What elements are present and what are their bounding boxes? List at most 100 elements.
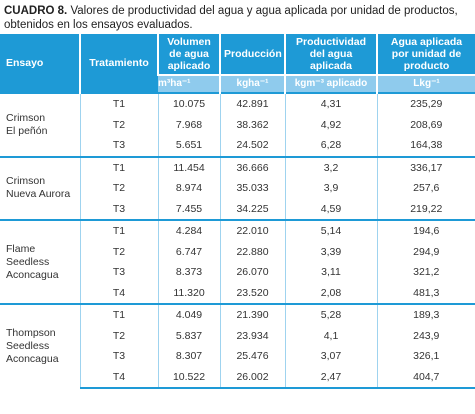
table-cell: 5.837 xyxy=(157,325,220,346)
ensayo-cell: Crimson El peñón xyxy=(0,92,80,157)
table-cell: 8.307 xyxy=(157,346,220,367)
table-cell: 10.522 xyxy=(157,366,220,389)
table-row: Crimson El peñón T1 10.075 42.891 4,31 235,29 xyxy=(0,92,475,157)
table-cell: 21.390 xyxy=(219,303,285,326)
table-cell: 11.454 xyxy=(157,155,220,178)
data-table: Ensayo Tratamiento Volumen de agua aplicad… xyxy=(0,34,475,389)
ensayo-line: Aconcagua xyxy=(6,353,59,365)
table-cell: T2 xyxy=(79,178,158,199)
table-cell: 481,3 xyxy=(376,282,475,304)
table-cell: 5,14 xyxy=(284,219,377,242)
table-cell: 194,6 xyxy=(376,219,475,242)
table-cell: T3 xyxy=(79,262,158,283)
table-row: T2 7.968 38.362 4,92 208,69 xyxy=(0,114,475,135)
table-cell: 4,31 xyxy=(284,92,377,115)
table-cell: 22.880 xyxy=(219,241,285,262)
table-cell: 35.033 xyxy=(219,178,285,199)
ensayo-cell: Flame Seedless Aconcagua xyxy=(0,219,80,304)
table-cell: 10.075 xyxy=(157,92,220,115)
ensayo-line: Thompson xyxy=(6,327,56,339)
table-cell: 3,9 xyxy=(284,178,377,199)
ensayo-cell: Thompson Seedless Aconcagua xyxy=(0,303,80,388)
table-cell: T2 xyxy=(79,114,158,135)
unit-header: kgha⁻¹ xyxy=(219,74,285,93)
table-cell: 235,29 xyxy=(376,92,475,115)
table-cell: T2 xyxy=(79,325,158,346)
table-row: T3 7.455 34.225 4,59 219,22 xyxy=(0,198,475,220)
table-cell: 3,39 xyxy=(284,241,377,262)
caption-label: CUADRO 8. xyxy=(4,5,68,17)
table-row: T4 11.320 23.520 2,08 481,3 xyxy=(0,282,475,304)
table-cell: 8.373 xyxy=(157,262,220,283)
ensayo-line: Flame xyxy=(6,242,36,255)
table-cell: 22.010 xyxy=(219,219,285,242)
table-cell: 243,9 xyxy=(376,325,475,346)
table-cell: 2,08 xyxy=(284,282,377,304)
table-cell: 3,2 xyxy=(284,155,377,178)
table-cell: 164,38 xyxy=(376,135,475,157)
table-row: T2 5.837 23.934 4,1 243,9 xyxy=(0,325,475,346)
unit-header: m³ha⁻¹ xyxy=(158,74,220,93)
ensayo-line: Seedless xyxy=(6,340,50,352)
table-cell: 24.502 xyxy=(219,135,285,157)
ensayo-line: Aconcagua xyxy=(6,268,59,281)
table-cell: 336,17 xyxy=(376,155,475,178)
ensayo-line: Seedless xyxy=(6,255,50,268)
table-cell: 23.520 xyxy=(219,282,285,304)
table-cell: 3,07 xyxy=(284,346,377,367)
table-row: T3 8.373 26.070 3,11 321,2 xyxy=(0,262,475,283)
table-cell: 257,6 xyxy=(376,178,475,199)
table-cell: 6.747 xyxy=(157,241,220,262)
table-row: T3 8.307 25.476 3,07 326,1 xyxy=(0,346,475,367)
table-cell: 4,1 xyxy=(284,325,377,346)
table-cell: 7.455 xyxy=(157,198,220,220)
table-cell: 321,2 xyxy=(376,262,475,283)
table-cell: 294,9 xyxy=(376,241,475,262)
unit-header: Lkg⁻¹ xyxy=(376,74,475,93)
table-row: T3 5.651 24.502 6,28 164,38 xyxy=(0,135,475,157)
table-body: Crimson El peñón T1 10.075 42.891 4,31 235,29 T… xyxy=(0,92,475,389)
table-cell: 34.225 xyxy=(219,198,285,220)
caption-text: Valores de productividad del agua y agua… xyxy=(4,5,458,31)
table-cell: 326,1 xyxy=(376,346,475,367)
table-cell: 6,28 xyxy=(284,135,377,157)
table-cell: T4 xyxy=(79,366,158,389)
column-header: Volumen de agua aplicado xyxy=(157,34,220,75)
table-cell: 26.002 xyxy=(219,366,285,389)
column-header: Tratamiento xyxy=(79,34,158,93)
unit-header: kgm⁻³ aplicado xyxy=(284,74,377,93)
table-cell: T1 xyxy=(79,303,158,326)
table-cell: 25.476 xyxy=(219,346,285,367)
table-cell: T3 xyxy=(79,135,158,157)
table-cell: 5.651 xyxy=(157,135,220,157)
table-cell: 11.320 xyxy=(157,282,220,304)
column-header: Agua aplicada por unidad de producto xyxy=(376,34,475,75)
table-cell: 26.070 xyxy=(219,262,285,283)
ensayo-cell: Crimson Nueva Aurora xyxy=(0,155,80,220)
table-cell: 23.934 xyxy=(219,325,285,346)
table-row: Flame Seedless Aconcagua T1 4.284 22.010 5,14 1… xyxy=(0,219,475,304)
table-row: T4 10.522 26.002 2,47 404,7 xyxy=(0,366,475,389)
table-cell: 7.968 xyxy=(157,114,220,135)
table-cell: T4 xyxy=(79,282,158,304)
column-header: Ensayo xyxy=(0,34,80,93)
units-row: m³ha⁻¹ kgha⁻¹ kgm⁻³ aplicado Lkg⁻¹ xyxy=(0,74,475,93)
table-row: T2 8.974 35.033 3,9 257,6 xyxy=(0,178,475,199)
table-cell: 2,47 xyxy=(284,366,377,389)
table-cell: T1 xyxy=(79,155,158,178)
table-row: Thompson Seedless Aconcagua T1 4.049 21.390 5,… xyxy=(0,303,475,388)
table-cell: 4,92 xyxy=(284,114,377,135)
column-header: Productividad del agua aplicada xyxy=(284,34,377,75)
ensayo-line: Nueva Aurora xyxy=(6,188,71,201)
table-header: Ensayo Tratamiento Volumen de agua aplicad… xyxy=(0,34,475,93)
table-cell: 219,22 xyxy=(376,198,475,220)
table-cell: 3,11 xyxy=(284,262,377,283)
table-cell: 5,28 xyxy=(284,303,377,326)
table-cell: 4,59 xyxy=(284,198,377,220)
ensayo-line: Crimson xyxy=(6,111,46,124)
table-cell: T3 xyxy=(79,346,158,367)
table-cell: 4.284 xyxy=(157,219,220,242)
table-cell: T1 xyxy=(79,219,158,242)
table-cell: T2 xyxy=(79,241,158,262)
